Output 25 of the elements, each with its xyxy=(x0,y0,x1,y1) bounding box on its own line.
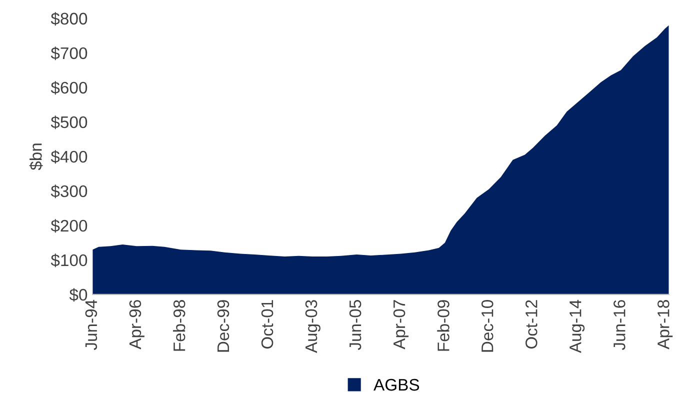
x-tick-label: Dec-10 xyxy=(481,300,494,352)
x-tick-label: Apr-07 xyxy=(393,300,408,350)
x-tick-label: Feb-98 xyxy=(172,300,186,351)
y-tick-label: $300 xyxy=(50,184,88,198)
y-tick-label: $600 xyxy=(50,81,88,95)
x-tick-label: Jun-05 xyxy=(349,300,362,350)
x-tick-label: Jun-94 xyxy=(85,300,98,350)
x-tick-label: Aug-03 xyxy=(305,300,320,354)
x-tick-label: Dec-99 xyxy=(217,300,230,352)
y-tick-label: $200 xyxy=(50,219,88,233)
x-tick-label: Aug-14 xyxy=(570,300,585,354)
y-tick-label: $800 xyxy=(50,12,88,26)
x-tick-label: Apr-96 xyxy=(129,300,144,350)
x-tick-label: Apr-18 xyxy=(658,300,673,350)
y-axis-title: $bn xyxy=(29,144,43,170)
x-tick-label: Jun-16 xyxy=(614,300,626,350)
y-tick-label: $400 xyxy=(50,150,88,164)
x-tick-label: Oct-01 xyxy=(261,300,274,349)
y-tick-label: $500 xyxy=(50,116,88,130)
y-tick-label: $0 xyxy=(69,288,88,302)
x-tick-label: Oct-12 xyxy=(526,300,538,349)
y-tick-label: $700 xyxy=(50,46,88,60)
x-tick-label: Feb-09 xyxy=(437,300,450,351)
y-tick-label: $100 xyxy=(50,254,88,268)
legend-label: AGBS xyxy=(374,378,420,391)
